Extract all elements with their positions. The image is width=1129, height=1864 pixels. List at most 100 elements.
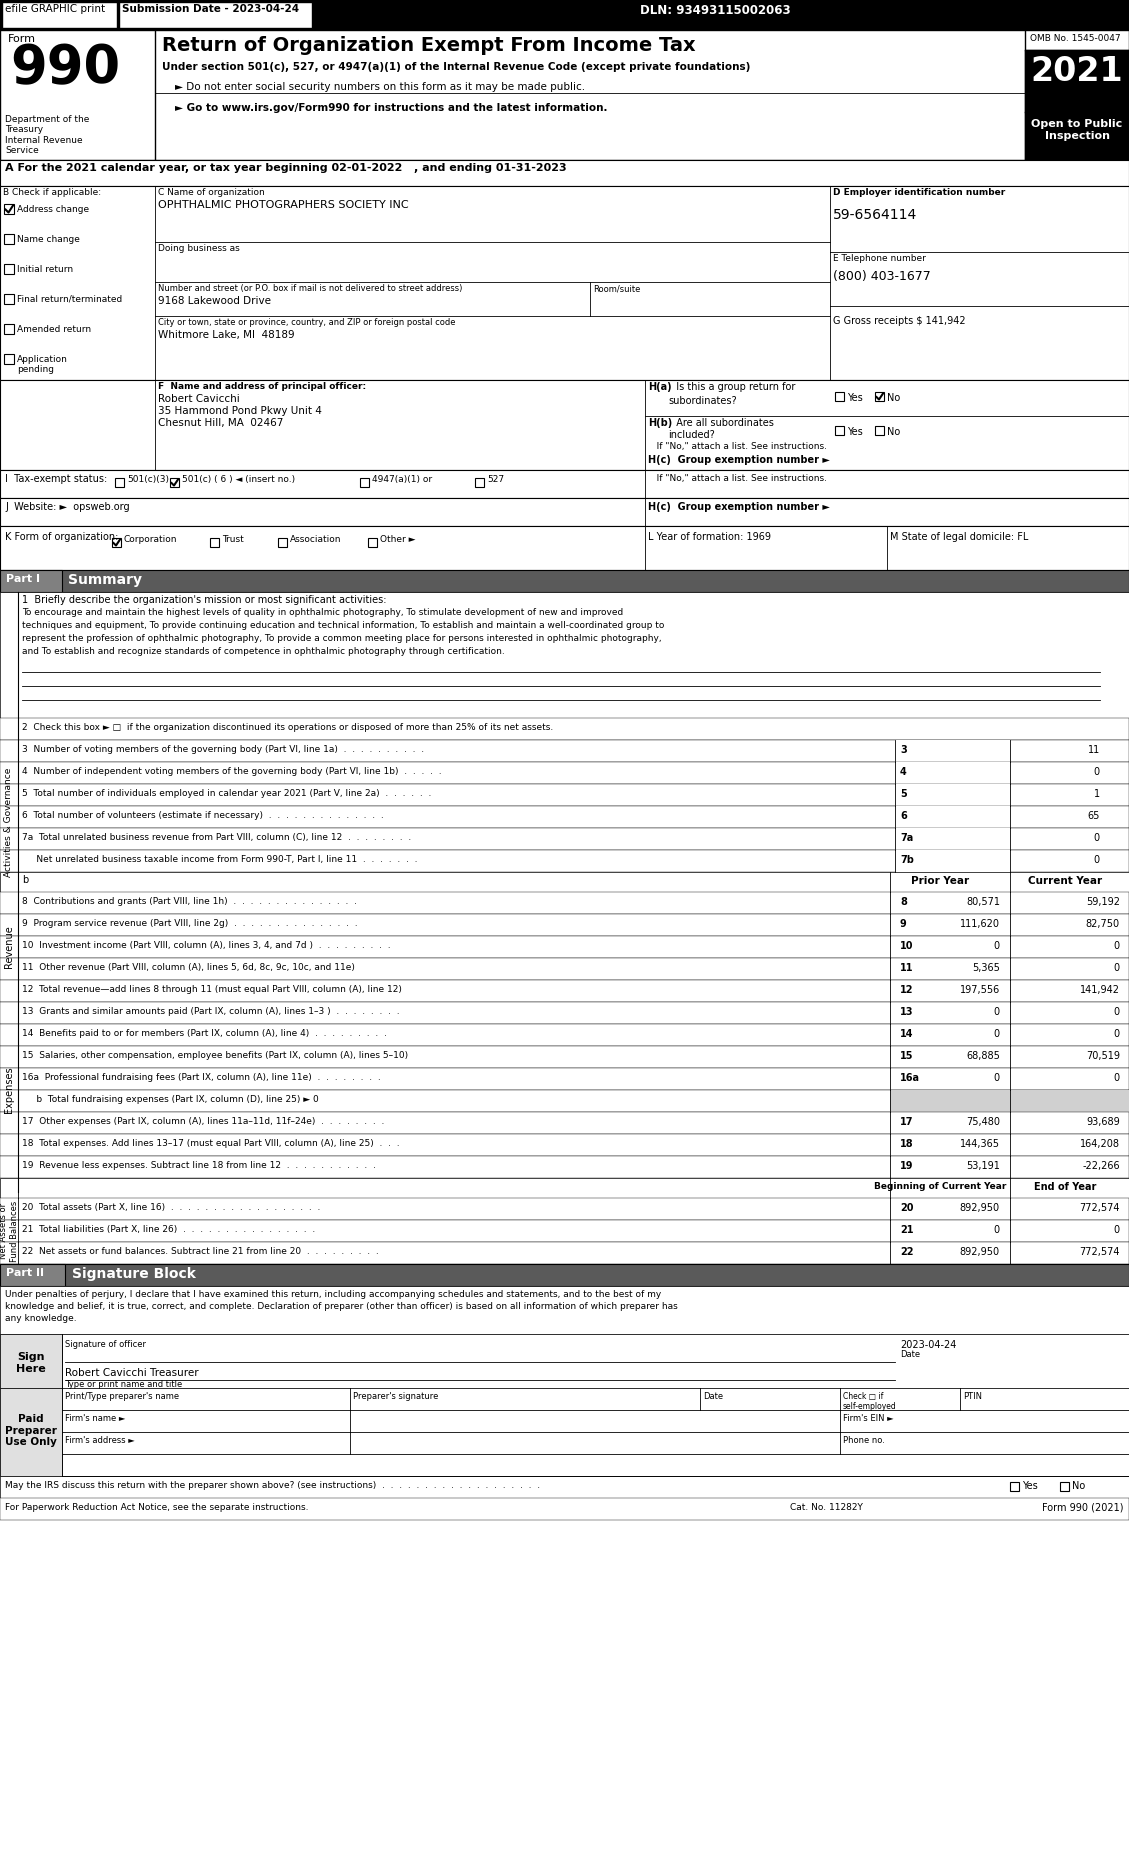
Text: 16a: 16a xyxy=(900,1074,920,1083)
Text: 16a  Professional fundraising fees (Part IX, column (A), line 11e)  .  .  .  .  : 16a Professional fundraising fees (Part … xyxy=(21,1074,380,1081)
Bar xyxy=(0,593,1129,718)
Text: 15: 15 xyxy=(900,1051,913,1061)
Bar xyxy=(1025,50,1129,112)
Bar xyxy=(475,477,484,487)
Text: May the IRS discuss this return with the preparer shown above? (see instructions: May the IRS discuss this return with the… xyxy=(5,1482,540,1489)
Bar xyxy=(5,324,14,334)
Text: Current Year: Current Year xyxy=(1027,876,1102,885)
Text: 1: 1 xyxy=(1094,788,1100,800)
Text: 3  Number of voting members of the governing body (Part VI, line 1a)  .  .  .  .: 3 Number of voting members of the govern… xyxy=(21,746,425,755)
Text: techniques and equipment, To provide continuing education and technical informat: techniques and equipment, To provide con… xyxy=(21,621,664,630)
Text: 0: 0 xyxy=(1114,941,1120,951)
Text: Trust: Trust xyxy=(222,535,244,544)
Bar xyxy=(0,893,1129,913)
Text: Robert Cavicchi Treasurer: Robert Cavicchi Treasurer xyxy=(65,1368,199,1377)
Bar xyxy=(0,1389,1129,1476)
Text: 20: 20 xyxy=(900,1202,913,1213)
Text: 13  Grants and similar amounts paid (Part IX, column (A), lines 1–3 )  .  .  .  : 13 Grants and similar amounts paid (Part… xyxy=(21,1007,400,1016)
Text: 14  Benefits paid to or for members (Part IX, column (A), line 4)  .  .  .  .  .: 14 Benefits paid to or for members (Part… xyxy=(21,1029,387,1038)
Bar xyxy=(1010,1482,1019,1491)
Text: 0: 0 xyxy=(994,941,1000,951)
Bar xyxy=(0,740,1129,762)
Text: 3: 3 xyxy=(900,746,907,755)
Text: 18  Total expenses. Add lines 13–17 (must equal Part VIII, column (A), line 25) : 18 Total expenses. Add lines 13–17 (must… xyxy=(21,1139,400,1148)
Bar xyxy=(0,785,1129,805)
Text: 4  Number of independent voting members of the governing body (Part VI, line 1b): 4 Number of independent voting members o… xyxy=(21,766,441,775)
Text: 772,574: 772,574 xyxy=(1079,1247,1120,1256)
Text: 197,556: 197,556 xyxy=(960,984,1000,995)
Bar xyxy=(2,2,117,28)
Text: 68,885: 68,885 xyxy=(966,1051,1000,1061)
Text: Net unrelated business taxable income from Form 990-T, Part I, line 11  .  .  . : Net unrelated business taxable income fr… xyxy=(21,856,418,865)
Text: Chesnut Hill, MA  02467: Chesnut Hill, MA 02467 xyxy=(158,418,283,429)
Text: Check □ if
self-employed: Check □ if self-employed xyxy=(843,1392,896,1411)
Bar xyxy=(0,1335,1129,1389)
Text: 8: 8 xyxy=(900,897,907,908)
Text: knowledge and belief, it is true, correct, and complete. Declaration of preparer: knowledge and belief, it is true, correc… xyxy=(5,1301,677,1310)
Text: 59-6564114: 59-6564114 xyxy=(833,209,917,222)
Text: 12: 12 xyxy=(900,984,913,995)
Text: Corporation: Corporation xyxy=(124,535,177,544)
Text: For Paperwork Reduction Act Notice, see the separate instructions.: For Paperwork Reduction Act Notice, see … xyxy=(5,1502,308,1512)
Text: 2023-04-24: 2023-04-24 xyxy=(900,1340,956,1350)
Text: OPHTHALMIC PHOTOGRAPHERS SOCIETY INC: OPHTHALMIC PHOTOGRAPHERS SOCIETY INC xyxy=(158,199,409,211)
Text: 19: 19 xyxy=(900,1161,913,1171)
Bar xyxy=(0,1335,62,1389)
Text: 164,208: 164,208 xyxy=(1080,1139,1120,1148)
Text: any knowledge.: any knowledge. xyxy=(5,1314,77,1323)
Text: 2  Check this box ► □  if the organization discontinued its operations or dispos: 2 Check this box ► □ if the organization… xyxy=(21,723,553,733)
Bar xyxy=(210,539,219,546)
Text: Date: Date xyxy=(703,1392,724,1402)
Bar xyxy=(1060,1482,1069,1491)
Text: F  Name and address of principal officer:: F Name and address of principal officer: xyxy=(158,382,366,391)
Text: E Telephone number: E Telephone number xyxy=(833,254,926,263)
Bar xyxy=(0,30,1129,160)
Bar xyxy=(895,762,1010,785)
Text: Sign
Here: Sign Here xyxy=(16,1351,46,1374)
Text: Activities & Governance: Activities & Governance xyxy=(5,768,14,876)
Text: Firm's name ►: Firm's name ► xyxy=(65,1415,125,1422)
Text: 21: 21 xyxy=(900,1225,913,1236)
Text: 0: 0 xyxy=(994,1007,1000,1018)
Text: I  Tax-exempt status:: I Tax-exempt status: xyxy=(5,473,107,485)
Text: 5  Total number of individuals employed in calendar year 2021 (Part V, line 2a) : 5 Total number of individuals employed i… xyxy=(21,788,431,798)
Text: 111,620: 111,620 xyxy=(960,919,1000,928)
Text: Form: Form xyxy=(8,34,36,45)
Text: 11: 11 xyxy=(1087,746,1100,755)
Text: Firm's EIN ►: Firm's EIN ► xyxy=(843,1415,894,1422)
Text: 65: 65 xyxy=(1087,811,1100,820)
Bar xyxy=(895,828,1010,850)
Text: Expenses: Expenses xyxy=(5,1066,14,1113)
Text: 892,950: 892,950 xyxy=(960,1247,1000,1256)
Text: 892,950: 892,950 xyxy=(960,1202,1000,1213)
Text: Form 990 (2021): Form 990 (2021) xyxy=(1042,1502,1124,1514)
Text: 59,192: 59,192 xyxy=(1086,897,1120,908)
Bar xyxy=(0,160,1129,186)
Text: 0: 0 xyxy=(1094,856,1100,865)
Text: 22  Net assets or fund balances. Subtract line 21 from line 20  .  .  .  .  .  .: 22 Net assets or fund balances. Subtract… xyxy=(21,1247,378,1256)
Text: 527: 527 xyxy=(487,475,505,485)
Text: included?: included? xyxy=(668,431,715,440)
Text: -22,266: -22,266 xyxy=(1083,1161,1120,1171)
Text: Part I: Part I xyxy=(6,574,40,583)
Bar xyxy=(0,0,1129,30)
Text: Address change: Address change xyxy=(17,205,89,214)
Text: Part II: Part II xyxy=(6,1268,44,1279)
Text: DLN: 93493115002063: DLN: 93493115002063 xyxy=(640,4,790,17)
Text: If "No," attach a list. See instructions.: If "No," attach a list. See instructions… xyxy=(648,442,828,451)
Text: 5,365: 5,365 xyxy=(972,964,1000,973)
Text: subordinates?: subordinates? xyxy=(668,395,736,406)
Text: and To establish and recognize standards of competence in ophthalmic photography: and To establish and recognize standards… xyxy=(21,647,505,656)
Text: 8  Contributions and grants (Part VIII, line 1h)  .  .  .  .  .  .  .  .  .  .  : 8 Contributions and grants (Part VIII, l… xyxy=(21,897,357,906)
Text: 7b: 7b xyxy=(900,856,913,865)
Text: C Name of organization: C Name of organization xyxy=(158,188,264,198)
Bar xyxy=(0,828,1129,850)
Text: 9: 9 xyxy=(900,919,907,928)
Text: 0: 0 xyxy=(994,1029,1000,1038)
Text: 17  Other expenses (Part IX, column (A), lines 11a–11d, 11f–24e)  .  .  .  .  . : 17 Other expenses (Part IX, column (A), … xyxy=(21,1117,384,1126)
Text: 4: 4 xyxy=(900,766,907,777)
Text: J  Website: ►  opsweb.org: J Website: ► opsweb.org xyxy=(5,501,130,513)
Text: Yes: Yes xyxy=(847,427,863,436)
Text: 13: 13 xyxy=(900,1007,913,1018)
Bar xyxy=(875,427,884,434)
